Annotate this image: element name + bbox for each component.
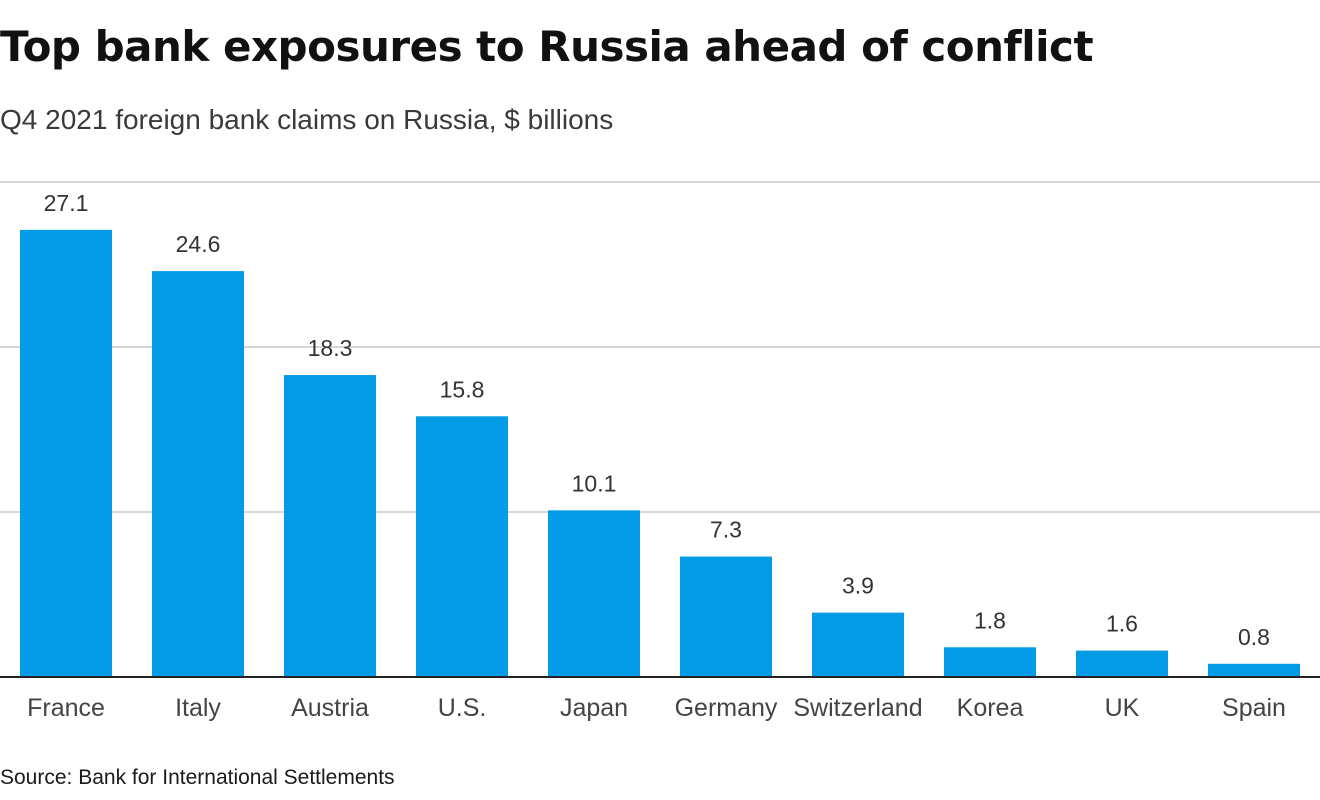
- value-label: 1.8: [974, 607, 1006, 633]
- category-label: Spain: [1222, 694, 1286, 722]
- bar-japan: [548, 510, 640, 677]
- category-label: France: [27, 694, 105, 722]
- bar-u-s: [416, 416, 508, 677]
- bar-france: [20, 229, 112, 677]
- category-labels: France Italy Austria U.S. Japan Germany Switze…: [27, 694, 1286, 722]
- chart-subtitle: Q4 2021 foreign bank claims on Russia, $…: [0, 104, 614, 135]
- value-label: 27.1: [44, 190, 89, 216]
- value-label: 15.8: [440, 376, 485, 402]
- category-label: Germany: [675, 694, 778, 722]
- value-label: 3.9: [842, 573, 874, 599]
- bar-italy: [152, 271, 244, 677]
- category-label: Korea: [957, 694, 1024, 722]
- bar-chart: 27.1 24.6 18.3 15.8 10.1 7.3 3.9 1.8 1.6 0.8 Fran…: [0, 181, 1320, 722]
- bar-spain: [1208, 663, 1300, 677]
- bar-austria: [284, 375, 376, 677]
- value-label: 1.6: [1106, 611, 1138, 637]
- category-label: Japan: [560, 694, 628, 722]
- category-label: Italy: [175, 694, 221, 722]
- value-label: 0.8: [1238, 624, 1270, 650]
- chart-title: Top bank exposures to Russia ahead of co…: [0, 22, 1094, 71]
- bar-switzerland: [812, 612, 904, 677]
- bar-germany: [680, 556, 772, 677]
- value-label: 18.3: [308, 335, 353, 361]
- bar-uk: [1076, 650, 1168, 677]
- bars: [20, 229, 1300, 677]
- value-label: 24.6: [176, 231, 221, 257]
- value-label: 10.1: [572, 470, 617, 496]
- value-labels: 27.1 24.6 18.3 15.8 10.1 7.3 3.9 1.8 1.6 0.8: [44, 190, 1270, 650]
- category-label: Austria: [291, 694, 369, 722]
- category-label: Switzerland: [793, 694, 922, 722]
- source-note: Source: Bank for International Settlemen…: [0, 766, 395, 789]
- value-label: 7.3: [710, 517, 742, 543]
- category-label: UK: [1105, 694, 1140, 722]
- bar-korea: [944, 647, 1036, 677]
- category-label: U.S.: [438, 694, 487, 722]
